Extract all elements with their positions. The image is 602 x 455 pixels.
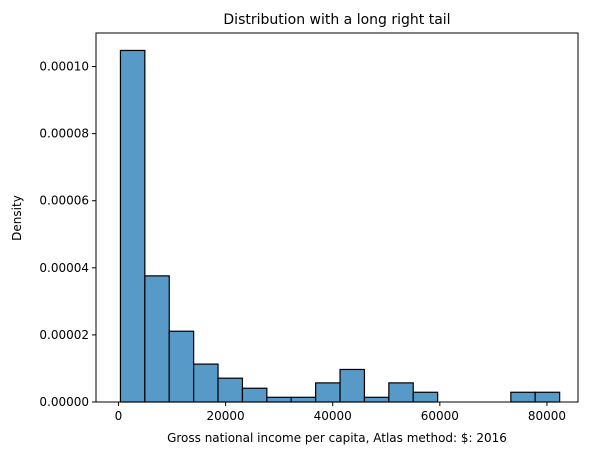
axes: 0 20000 40000 60000 80000 0.00000 0.00002 0.000… (39, 32, 579, 423)
x-tick-label: 60000 (421, 409, 459, 423)
bars (119, 49, 561, 403)
y-axis-label: Density (10, 195, 24, 241)
y-tick-label: 0.00000 (39, 395, 89, 409)
histogram-bar (217, 377, 244, 403)
y-tick-label: 0.00008 (39, 127, 89, 141)
y-tick-label: 0.00010 (39, 60, 89, 74)
histogram-bar (290, 396, 317, 403)
chart-title: Distribution with a long right tail (223, 12, 450, 28)
histogram-bar (144, 275, 170, 403)
histogram-bar (241, 387, 268, 403)
y-tick-label: 0.00006 (39, 194, 89, 208)
histogram-bar (510, 391, 536, 403)
histogram-bar (339, 368, 366, 403)
plot-frame (95, 32, 579, 403)
x-tick-label: 20000 (207, 409, 245, 423)
x-tick-label: 80000 (528, 409, 566, 423)
histogram-bar (363, 396, 390, 403)
histogram-bar (315, 382, 341, 403)
y-tick-label: 0.00004 (39, 261, 89, 275)
x-axis-label: Gross national income per capita, Atlas … (167, 431, 507, 445)
histogram-bar (412, 391, 439, 403)
histogram-bar (119, 49, 146, 403)
histogram-bar (534, 391, 561, 403)
histogram-bar (388, 382, 414, 403)
histogram-bar (168, 330, 195, 403)
histogram-bar (266, 396, 292, 403)
x-tick-label: 0 (115, 409, 123, 423)
x-tick-label: 40000 (314, 409, 352, 423)
histogram-bar (193, 363, 219, 403)
y-tick-label: 0.00002 (39, 328, 89, 342)
